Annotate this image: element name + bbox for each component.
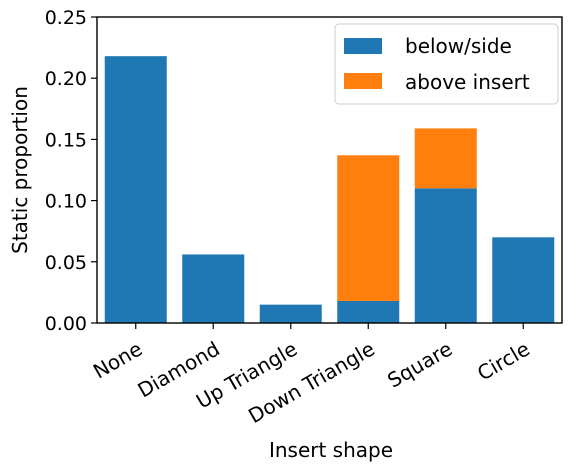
- y-tick-label: 0.15: [45, 129, 87, 151]
- y-axis-ticks: 0.00 0.05 0.10 0.15 0.20 0.25: [45, 7, 97, 335]
- y-tick-label: 0.05: [45, 252, 87, 274]
- legend-swatch-above-insert: [344, 73, 382, 89]
- x-tick-label-square: Square: [383, 337, 456, 393]
- x-tick-label-none: None: [89, 337, 146, 384]
- bar-circle-below-side: [492, 237, 555, 323]
- legend-box: [334, 23, 559, 105]
- legend: below/side above insert: [334, 23, 559, 105]
- legend-label-above-insert: above insert: [405, 70, 530, 94]
- y-tick-label: 0.25: [45, 7, 87, 29]
- bar-down-triangle-above-insert: [337, 155, 400, 301]
- bar-square-below-side: [414, 188, 477, 323]
- bar-up-triangle-below-side: [259, 304, 322, 323]
- y-tick-label: 0.00: [45, 313, 87, 335]
- x-tick-label-circle: Circle: [473, 337, 534, 386]
- y-tick-label: 0.10: [45, 191, 87, 213]
- bar-diamond-below-side: [182, 254, 245, 323]
- bar-down-triangle-below-side: [337, 300, 400, 323]
- x-axis-label: Insert shape: [269, 438, 393, 462]
- bar-none-below-side: [104, 56, 167, 323]
- y-tick-label: 0.20: [45, 68, 87, 90]
- legend-label-below-side: below/side: [405, 34, 512, 58]
- plot-frame: [96, 16, 563, 324]
- bar-square-above-insert: [414, 128, 477, 189]
- y-axis-label: Static proportion: [8, 86, 32, 254]
- legend-swatch-below-side: [344, 38, 382, 54]
- bars: [104, 56, 555, 323]
